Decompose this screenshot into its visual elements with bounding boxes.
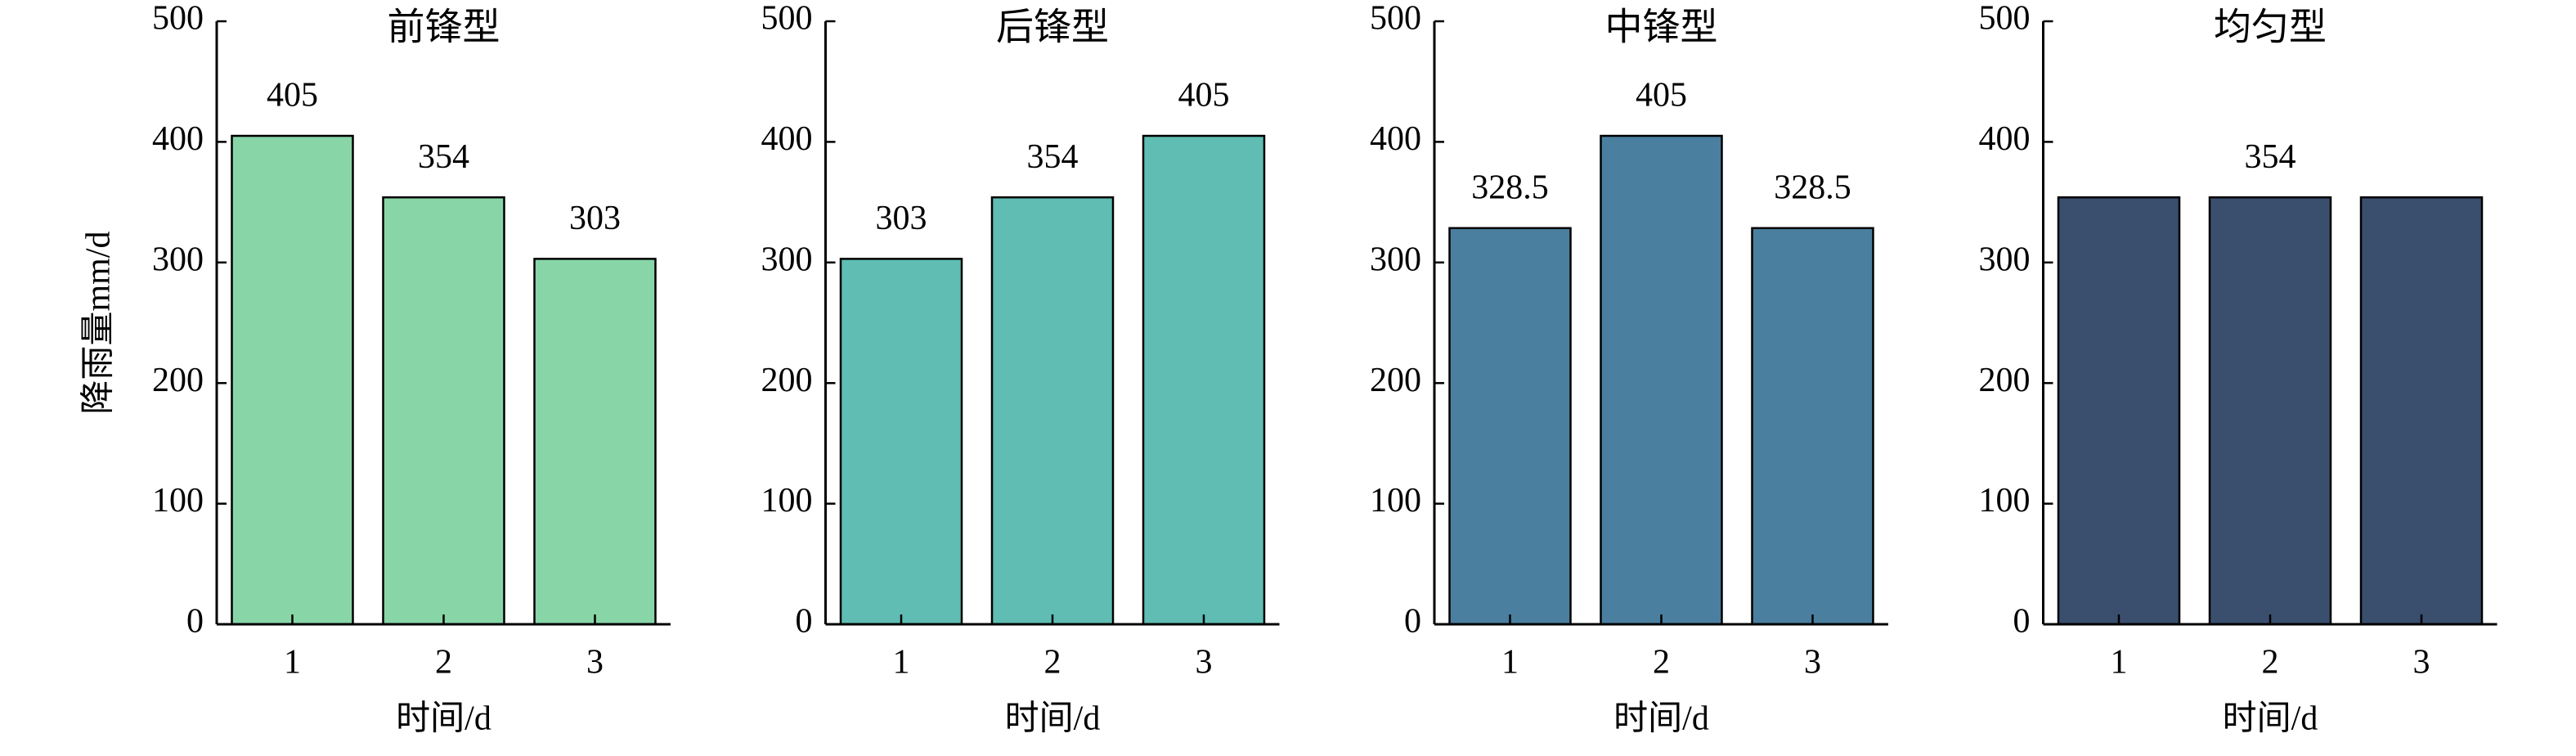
y-tick-label: 400 <box>152 120 204 158</box>
y-tick-label: 200 <box>152 362 204 399</box>
bar <box>231 134 354 626</box>
data-label: 328.5 <box>1471 169 1549 206</box>
y-tick-label: 100 <box>152 482 204 520</box>
data-label: 354 <box>418 138 469 176</box>
x-axis-label: 时间/d <box>396 700 491 738</box>
y-axis-label: 降雨量mm/d <box>80 231 118 414</box>
x-tick-label: 2 <box>1044 644 1061 682</box>
bar <box>2359 196 2484 626</box>
bar <box>990 196 1115 626</box>
x-tick-label: 3 <box>2413 644 2430 682</box>
y-tick-label: 400 <box>1979 120 2031 158</box>
bar <box>2057 196 2181 626</box>
y-tick-label: 0 <box>1404 603 1421 641</box>
y-tick-label: 0 <box>2013 603 2031 641</box>
y-tick-label: 400 <box>761 120 813 158</box>
data-label: 303 <box>569 200 621 237</box>
x-tick-label: 2 <box>435 644 452 682</box>
bar <box>382 196 505 626</box>
data-label: 405 <box>1178 77 1230 115</box>
y-tick-label: 300 <box>1370 241 1421 278</box>
bar <box>2208 196 2332 626</box>
chart-title: 均匀型 <box>2214 7 2327 48</box>
bar <box>1600 134 1723 626</box>
data-label: 354 <box>1027 138 1079 176</box>
y-tick-label: 500 <box>152 0 204 38</box>
y-tick-label: 100 <box>761 482 813 520</box>
y-tick-label: 400 <box>1370 120 1421 158</box>
bar <box>1448 227 1572 626</box>
y-tick-label: 300 <box>761 241 813 278</box>
y-tick-label: 300 <box>1979 241 2031 278</box>
y-tick-label: 500 <box>1370 0 1421 38</box>
x-tick-label: 1 <box>284 644 301 682</box>
y-tick-label: 500 <box>1979 0 2031 38</box>
data-label: 405 <box>1636 77 1687 115</box>
chart-title: 后锋型 <box>996 7 1109 48</box>
bar <box>533 258 657 626</box>
data-label: 354 <box>2245 138 2296 176</box>
y-tick-label: 200 <box>1370 362 1421 399</box>
chart-title: 前锋型 <box>388 7 500 48</box>
y-tick-label: 300 <box>152 241 204 278</box>
data-label: 405 <box>267 77 318 115</box>
data-label: 328.5 <box>1774 169 1851 206</box>
x-tick-label: 3 <box>1196 644 1213 682</box>
y-tick-label: 200 <box>761 362 813 399</box>
x-axis-label: 时间/d <box>2223 700 2318 738</box>
data-label: 303 <box>876 200 927 237</box>
x-tick-label: 2 <box>2262 644 2279 682</box>
y-tick-label: 0 <box>186 603 204 641</box>
x-tick-label: 1 <box>1501 644 1519 682</box>
bar <box>1142 134 1266 626</box>
bar <box>1751 227 1874 626</box>
y-tick-label: 100 <box>1979 482 2031 520</box>
x-axis-label: 时间/d <box>1613 700 1709 738</box>
x-tick-label: 1 <box>893 644 910 682</box>
x-tick-label: 3 <box>586 644 604 682</box>
chart-title: 中锋型 <box>1605 7 1718 48</box>
x-tick-label: 3 <box>1804 644 1821 682</box>
y-tick-label: 500 <box>761 0 813 38</box>
y-tick-label: 200 <box>1979 362 2031 399</box>
y-tick-label: 0 <box>796 603 813 641</box>
x-tick-label: 2 <box>1653 644 1670 682</box>
x-axis-label: 时间/d <box>1005 700 1101 738</box>
bar <box>839 258 963 626</box>
x-tick-label: 1 <box>2111 644 2128 682</box>
y-tick-label: 100 <box>1370 482 1421 520</box>
